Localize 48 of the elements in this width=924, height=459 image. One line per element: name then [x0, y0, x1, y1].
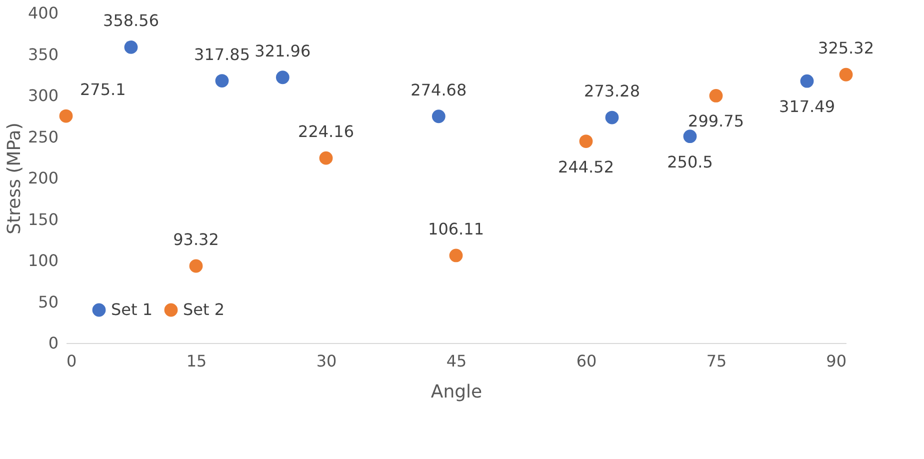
x-tick-label: 30: [316, 352, 337, 370]
point: [124, 40, 138, 54]
y-tick-label: 200: [28, 168, 58, 188]
point: [59, 109, 73, 123]
point: [709, 89, 723, 102]
legend-label: Set 1: [111, 300, 153, 319]
point: [800, 74, 814, 88]
data-label: 275.1: [80, 80, 126, 100]
point: [189, 259, 203, 273]
data-label: 106.11: [428, 219, 484, 238]
point: [579, 134, 593, 148]
legend-label: Set 2: [183, 300, 225, 319]
x-axis-title: Angle: [430, 382, 482, 402]
point: [319, 151, 333, 165]
data-label: 274.68: [410, 80, 467, 100]
data-label: 250.5: [667, 152, 713, 172]
data-label: 321.96: [254, 41, 311, 60]
y-tick-label: 50: [38, 292, 58, 312]
point: [215, 74, 229, 88]
data-label: 325.32: [818, 38, 874, 58]
data-label: 244.52: [558, 157, 614, 176]
data-label: 93.32: [173, 230, 219, 250]
point: [432, 110, 446, 124]
y-tick-label: 150: [28, 210, 58, 229]
x-tick-label: 0: [66, 352, 77, 370]
point: [839, 68, 853, 82]
point: [683, 130, 697, 144]
point: [449, 248, 463, 262]
data-label: 224.16: [298, 122, 354, 142]
x-tick-label: 15: [186, 352, 207, 370]
y-tick-label: 350: [28, 44, 58, 64]
data-label: 299.75: [688, 112, 744, 131]
data-label: 358.56: [103, 11, 159, 30]
y-tick-label: 100: [28, 251, 58, 270]
y-tick-label: 300: [28, 86, 58, 105]
x-tick-label: 60: [576, 352, 597, 370]
y-axis-title: Stress (MPa): [4, 122, 25, 234]
point: [605, 110, 619, 124]
y-tick-label: 400: [28, 4, 58, 22]
y-tick-label: 250: [28, 127, 58, 146]
x-tick-label: 90: [826, 352, 846, 370]
data-label: 273.28: [584, 82, 640, 101]
x-tick-label: 75: [706, 352, 727, 370]
y-tick-label: 0: [48, 334, 58, 352]
point: [276, 70, 290, 84]
data-label: 317.49: [779, 97, 835, 116]
data-label: 317.85: [194, 44, 250, 64]
x-tick-label: 45: [446, 352, 467, 370]
